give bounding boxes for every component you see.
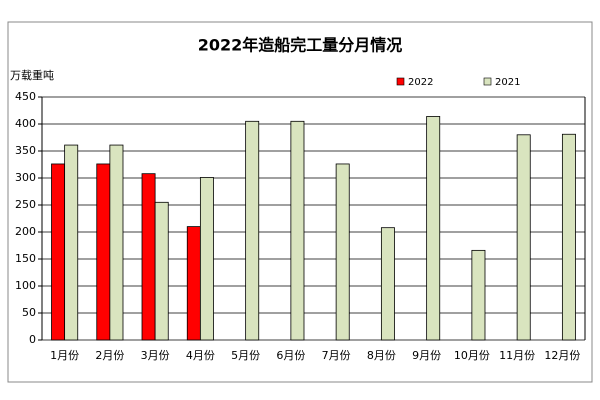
legend-label: 2022: [408, 77, 433, 88]
y-tick-label: 100: [15, 279, 36, 292]
bar: [290, 120, 305, 341]
x-tick-label: 8月份: [367, 349, 396, 362]
y-axis-label: 万载重吨: [10, 68, 54, 82]
y-tick-label: 300: [15, 171, 36, 184]
bar: [426, 116, 441, 341]
bar: [471, 249, 486, 341]
x-tick-label: 12月份: [544, 349, 580, 362]
legend-label: 2021: [495, 77, 520, 88]
y-tick-label: 250: [15, 198, 36, 211]
bar: [109, 144, 124, 341]
legend-swatch: [483, 77, 492, 86]
y-tick-label: 150: [15, 252, 36, 265]
x-tick-label: 3月份: [141, 349, 170, 362]
bar: [96, 163, 111, 341]
y-tick-label: 0: [29, 333, 36, 346]
x-tick-label: 2月份: [95, 349, 124, 362]
bar: [380, 227, 395, 341]
bar: [516, 134, 531, 341]
bar: [51, 163, 66, 341]
x-tick-label: 7月份: [322, 349, 351, 362]
y-tick-label: 200: [15, 225, 36, 238]
y-tick-label: 350: [15, 144, 36, 157]
x-tick-label: 11月份: [499, 349, 535, 362]
bar: [561, 133, 576, 341]
bar: [245, 120, 260, 341]
bar: [64, 144, 79, 341]
x-tick-label: 9月份: [412, 349, 441, 362]
legend-swatch: [396, 77, 405, 86]
x-tick-label: 5月份: [231, 349, 260, 362]
x-tick-label: 1月份: [50, 349, 79, 362]
bar: [186, 226, 201, 341]
y-tick-label: 400: [15, 117, 36, 130]
x-tick-label: 4月份: [186, 349, 215, 362]
x-tick-label: 6月份: [276, 349, 305, 362]
y-tick-label: 450: [15, 90, 36, 103]
chart-title: 2022年造船完工量分月情况: [198, 36, 403, 55]
bar: [335, 163, 350, 341]
y-tick-label: 50: [22, 306, 36, 319]
bar: [154, 201, 169, 341]
bar: [141, 173, 156, 341]
bar: [199, 177, 214, 341]
x-tick-label: 10月份: [454, 349, 490, 362]
